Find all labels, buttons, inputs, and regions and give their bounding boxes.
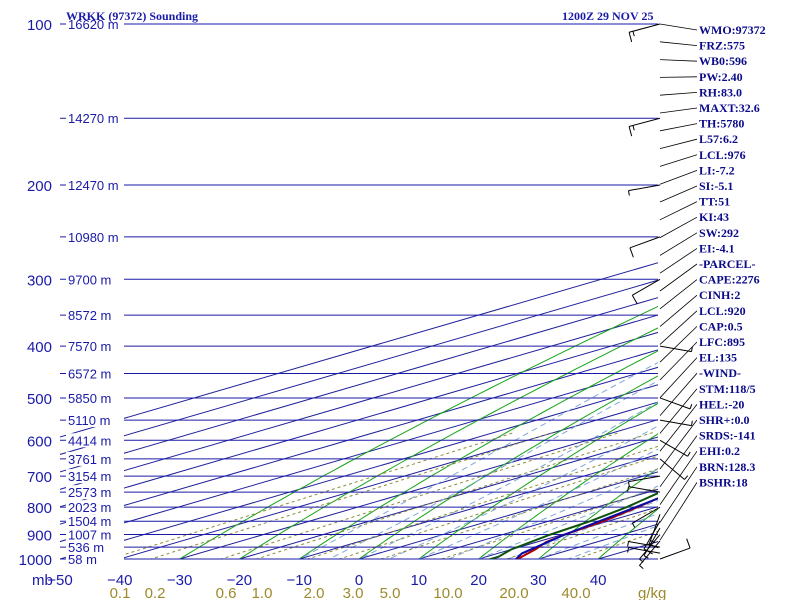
index-value: WB0:596 bbox=[699, 54, 747, 68]
index-value: BSHR:18 bbox=[699, 475, 748, 489]
height-label: 5850 m bbox=[68, 391, 111, 406]
temperature-tick-label: 20 bbox=[470, 572, 487, 589]
mixing-ratio-tick-label: 2.0 bbox=[304, 585, 325, 600]
mixing-ratio-tick-label: 0.1 bbox=[110, 585, 131, 600]
height-label: 3154 m bbox=[68, 469, 111, 484]
index-value: -WIND- bbox=[699, 366, 741, 380]
pressure-tick-label: 300 bbox=[27, 272, 52, 289]
index-value: LFC:895 bbox=[699, 335, 745, 349]
station-title: WRKK (97372) Sounding bbox=[66, 9, 198, 23]
index-value: CINH:2 bbox=[699, 288, 740, 302]
mixing-ratio-tick-label: 40.0 bbox=[561, 585, 590, 600]
index-value: TT:51 bbox=[699, 195, 730, 209]
height-label: 2023 m bbox=[68, 500, 111, 515]
index-value: EL:135 bbox=[699, 351, 737, 365]
pressure-tick-label: 700 bbox=[27, 469, 52, 486]
pressure-tick-label: 100 bbox=[27, 17, 52, 34]
height-label: 7570 m bbox=[68, 339, 111, 354]
pressure-tick-label: 200 bbox=[27, 178, 52, 195]
index-value: SI:-5.1 bbox=[699, 179, 733, 193]
index-value: BRN:128.3 bbox=[699, 460, 755, 474]
index-value: -PARCEL- bbox=[699, 257, 755, 271]
temperature-tick-label: −50 bbox=[47, 572, 72, 589]
index-value: SRDS:-141 bbox=[699, 429, 756, 443]
temperature-tick-label: 10 bbox=[410, 572, 427, 589]
temperature-tick-label: −30 bbox=[167, 572, 192, 589]
height-label: 10980 m bbox=[68, 230, 119, 245]
temperature-tick-label: 40 bbox=[590, 572, 607, 589]
index-value: TH:5780 bbox=[699, 117, 744, 131]
index-value: MAXT:32.6 bbox=[699, 101, 760, 115]
index-value: CAPE:2276 bbox=[699, 273, 760, 287]
mixing-ratio-tick-label: 10.0 bbox=[433, 585, 462, 600]
index-value: LCL:920 bbox=[699, 304, 746, 318]
height-label: 6572 m bbox=[68, 366, 111, 381]
valid-time: 1200Z 29 NOV 25 bbox=[562, 9, 653, 23]
index-value: SHR+:0.0 bbox=[699, 413, 750, 427]
pressure-tick-label: 400 bbox=[27, 339, 52, 356]
index-value: RH:83.0 bbox=[699, 85, 742, 99]
height-label: 12470 m bbox=[68, 178, 119, 193]
mixing-ratio-tick-label: 1.0 bbox=[252, 585, 273, 600]
height-label: 8572 m bbox=[68, 308, 111, 323]
mixing-ratio-tick-label: 20.0 bbox=[499, 585, 528, 600]
height-label: 14270 m bbox=[68, 111, 119, 126]
mixing-ratio-tick-label: 5.0 bbox=[380, 585, 401, 600]
pressure-tick-label: 1000 bbox=[19, 552, 52, 569]
mixing-ratio-tick-label: 0.6 bbox=[216, 585, 237, 600]
index-value: LI:-7.2 bbox=[699, 163, 735, 177]
height-label: 4414 m bbox=[68, 433, 111, 448]
index-value: KI:43 bbox=[699, 210, 729, 224]
pressure-tick-label: 800 bbox=[27, 500, 52, 517]
height-label: 5110 m bbox=[68, 413, 110, 428]
mixing-ratio-unit: g/kg bbox=[638, 585, 666, 600]
index-value: HEL:-20 bbox=[699, 397, 744, 411]
index-value: LCL:976 bbox=[699, 148, 746, 162]
mixing-ratio-tick-label: 0.2 bbox=[145, 585, 166, 600]
pressure-tick-label: 500 bbox=[27, 391, 52, 408]
height-label: 58 m bbox=[68, 552, 97, 567]
index-value: SW:292 bbox=[699, 226, 739, 240]
height-label: 3761 m bbox=[68, 452, 111, 467]
mixing-ratio-tick-label: 3.0 bbox=[343, 585, 364, 600]
height-label: 9700 m bbox=[68, 272, 111, 287]
index-value: PW:2.40 bbox=[699, 70, 743, 84]
index-value: L57:6.2 bbox=[699, 132, 738, 146]
index-value: EHI:0.2 bbox=[699, 444, 740, 458]
pressure-tick-label: 600 bbox=[27, 433, 52, 450]
temperature-tick-label: 30 bbox=[530, 572, 547, 589]
height-label: 2573 m bbox=[68, 485, 111, 500]
index-value: CAP:0.5 bbox=[699, 319, 743, 333]
index-value: EI:-4.1 bbox=[699, 241, 735, 255]
index-value: WMO:97372 bbox=[699, 23, 766, 37]
index-value: FRZ:575 bbox=[699, 39, 745, 53]
index-value: STM:118/5 bbox=[699, 382, 756, 396]
pressure-tick-label: 900 bbox=[27, 528, 52, 545]
